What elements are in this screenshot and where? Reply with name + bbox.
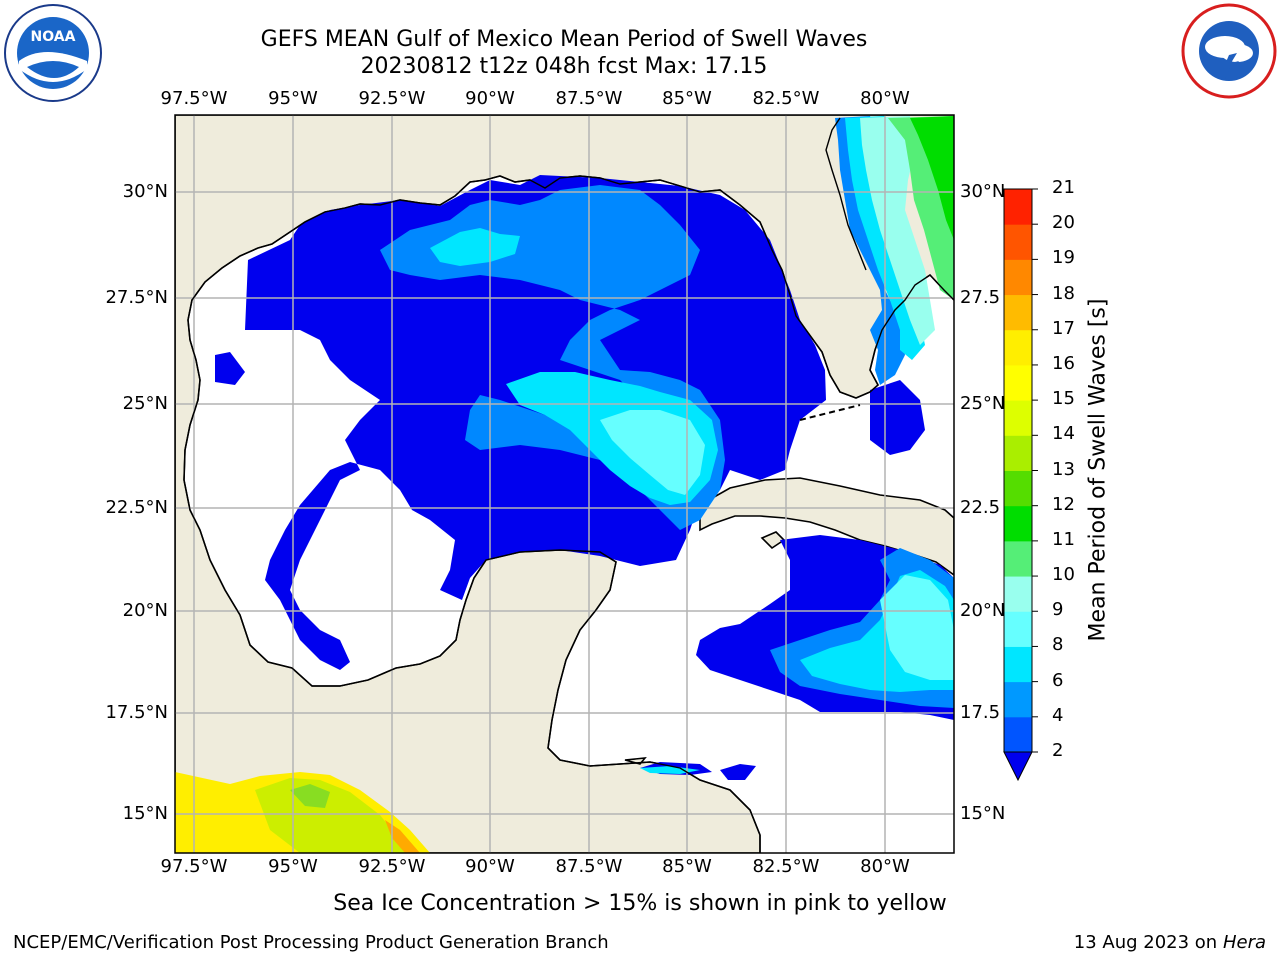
colorbar-swatch (1004, 681, 1032, 718)
coastlines (183, 117, 954, 853)
colorbar-tick-label: 2 (1052, 740, 1064, 761)
florida-keys-boundary (799, 404, 861, 421)
colorbar-swatch (1004, 611, 1032, 647)
footer-date-text: 13 Aug 2023 on (1073, 932, 1218, 953)
map-frame (174, 114, 955, 854)
colorbar-swatch (1004, 224, 1032, 260)
lat-label-right: 17.5 (960, 702, 1001, 723)
colorbar-swatch (1004, 259, 1032, 296)
swell-band-6-8-central (600, 410, 705, 495)
lon-label-top: 92.5°W (358, 88, 426, 109)
colorbar-swatch (1004, 189, 1032, 225)
colorbar-tick-label: 4 (1052, 704, 1064, 726)
swell-region-caribbean-east (720, 764, 756, 780)
colorbar-tick-label: 9 (1052, 599, 1064, 621)
colorbar-tick-label: 6 (1052, 669, 1064, 691)
colorbar-swatch (1004, 540, 1032, 577)
lat-label-right: 30°N (960, 181, 1006, 202)
colorbar-tick-label: 17 (1052, 317, 1075, 339)
colorbar-extend-arrow (1003, 751, 1033, 782)
swell-band-10-11-atlantic (910, 116, 954, 240)
swell-band-6-8-caribbean (880, 575, 954, 680)
colorbar-tick-label: 12 (1052, 493, 1075, 515)
colorbar-tick-label: 18 (1052, 282, 1075, 304)
footer-credit: NCEP/EMC/Verification Post Processing Pr… (13, 932, 609, 953)
colorbar-swatch (1004, 294, 1032, 331)
lon-label-bottom: 87.5°W (555, 856, 623, 877)
swell-band-pacific-orange (385, 820, 420, 853)
lon-label-top: 80°W (860, 88, 910, 109)
footer-machine: Hera (1222, 932, 1266, 953)
colorbar-swatch (1004, 400, 1032, 436)
colorbar-tick-label: 8 (1052, 634, 1064, 656)
colorbar-swatch (1004, 646, 1032, 683)
lon-label-bottom: 97.5°W (160, 856, 228, 877)
noaa-logo: NOAA (4, 4, 102, 102)
sea-ice-note: Sea Ice Concentration > 15% is shown in … (333, 891, 947, 916)
colorbar (1003, 188, 1038, 782)
chart-title: GEFS MEAN Gulf of Mexico Mean Period of … (260, 27, 868, 52)
colorbar-tick-label: 20 (1052, 212, 1075, 234)
lat-label-right: 20°N (960, 600, 1006, 621)
map-gridlines (175, 115, 954, 853)
colorbar-swatch (1004, 329, 1032, 366)
lon-label-top: 82.5°W (752, 88, 820, 109)
lon-label-top: 87.5°W (555, 88, 623, 109)
swell-region-east-florida (870, 380, 925, 455)
swell-band-2-4-atlantic (835, 116, 905, 385)
lon-label-top: 95°W (268, 88, 318, 109)
lon-label-top: 90°W (465, 88, 515, 109)
lat-label-left: 17.5°N (105, 702, 168, 723)
colorbar-swatch (1004, 435, 1032, 471)
lat-label-right: 27.5 (960, 287, 1001, 308)
lon-label-bottom: 95°W (268, 856, 318, 877)
colorbar-tick-label: 21 (1052, 177, 1075, 198)
colorbar-tick-label: 11 (1052, 528, 1075, 550)
lat-label-right: 15°N (960, 803, 1006, 824)
nws-logo (1181, 3, 1277, 99)
swell-band-pacific-green (290, 784, 330, 808)
lat-label-right: 22.5 (960, 497, 1001, 518)
swell-band-4-6-strip (640, 766, 700, 774)
colorbar-tick-label: 19 (1052, 247, 1075, 269)
lat-label-right: 25°N (960, 393, 1006, 414)
colorbar-swatch (1004, 470, 1032, 507)
colorbar-title: Mean Period of Swell Waves [s] (1085, 298, 1111, 642)
lat-label-left: 20°N (122, 600, 168, 621)
colorbar-tick-label: 16 (1052, 352, 1075, 374)
footer-date: 13 Aug 2023 on Hera (1074, 932, 1266, 953)
lat-label-left: 25°N (122, 393, 168, 414)
lon-label-bottom: 82.5°W (752, 856, 820, 877)
lon-label-bottom: 80°W (860, 856, 910, 877)
colorbar-swatch (1004, 576, 1032, 612)
colorbar-tick-label: 10 (1052, 564, 1075, 586)
lon-label-top: 85°W (662, 88, 712, 109)
colorbar-tick-label: 14 (1052, 423, 1075, 445)
lon-label-top: 97.5°W (160, 88, 228, 109)
chart-subtitle: 20230812 t12z 048h fcst Max: 17.15 (360, 54, 768, 79)
lon-label-bottom: 85°W (662, 856, 712, 877)
lon-label-bottom: 92.5°W (358, 856, 426, 877)
colorbar-tick-label: 15 (1052, 388, 1075, 410)
lat-label-left: 27.5°N (105, 287, 168, 308)
lon-label-bottom: 90°W (465, 856, 515, 877)
swell-band-6-8-atlantic (860, 116, 935, 345)
swell-region-west-patch (215, 352, 245, 385)
colorbar-swatch (1004, 505, 1032, 542)
lat-label-left: 22.5°N (105, 497, 168, 518)
swell-fill (175, 116, 954, 853)
colorbar-swatch (1004, 364, 1032, 401)
lat-label-left: 30°N (122, 181, 168, 202)
noaa-wordmark: NOAA (31, 29, 76, 45)
swell-band-4-6-north (430, 228, 520, 266)
lat-label-left: 15°N (122, 803, 168, 824)
colorbar-swatch (1004, 716, 1032, 753)
colorbar-tick-label: 13 (1052, 458, 1075, 480)
